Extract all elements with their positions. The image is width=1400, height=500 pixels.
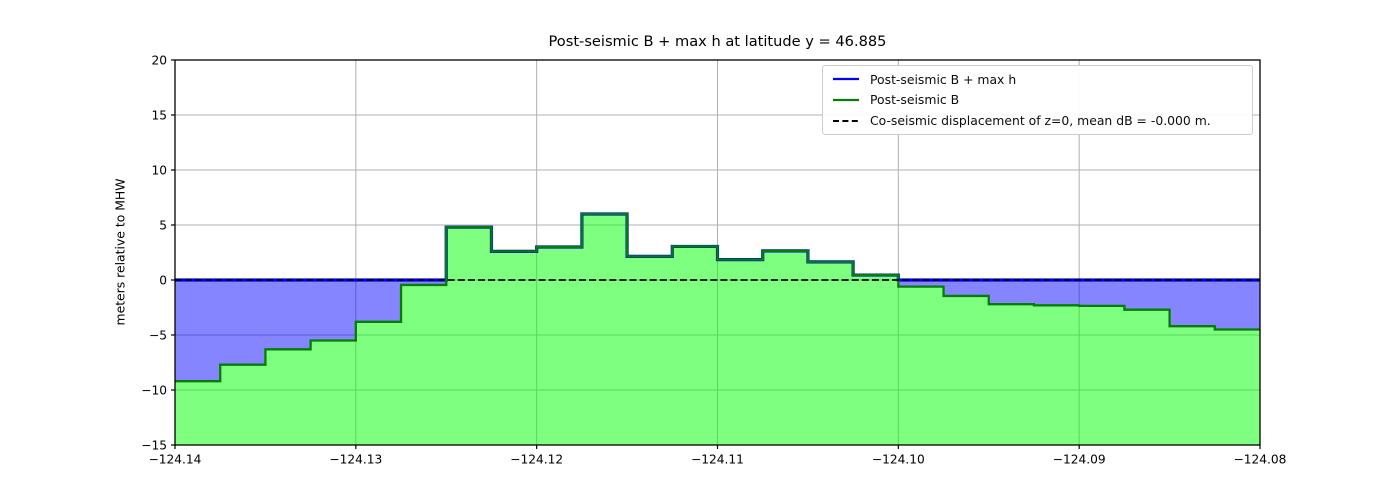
y-tick-label: −5 — [149, 328, 167, 342]
y-tick-label: 5 — [159, 218, 167, 232]
b-plus-maxh-fill — [175, 214, 1260, 382]
legend-label: Co-seismic displacement of z=0, mean dB … — [870, 113, 1211, 129]
x-tick-label: −124.08 — [1234, 453, 1287, 467]
y-tick-label: −10 — [141, 383, 167, 397]
x-tick-label: −124.13 — [329, 453, 382, 467]
legend-line-green-icon — [833, 98, 859, 102]
x-tick-label: −124.09 — [1053, 453, 1106, 467]
legend-label: Post-seismic B — [870, 92, 960, 108]
legend-item-b-plus-maxh: Post-seismic B + max h — [831, 72, 1244, 87]
y-tick-label: −15 — [141, 438, 167, 452]
x-tick-label: −124.10 — [872, 453, 925, 467]
legend-line-blue-icon — [833, 78, 859, 81]
x-tick-label: −124.12 — [510, 453, 563, 467]
post-seismic-b-line — [175, 212, 1260, 383]
y-tick-label: 15 — [151, 108, 167, 122]
plot-area — [175, 60, 1260, 445]
legend-box: Post-seismic B + max h Post-seismic B Co… — [822, 65, 1253, 135]
y-axis-label: meters relative to MHW — [112, 178, 128, 326]
y-tick-label: 20 — [151, 53, 167, 67]
legend-item-coseismic: Co-seismic displacement of z=0, mean dB … — [831, 113, 1244, 128]
chart-title: Post-seismic B + max h at latitude y = 4… — [548, 33, 887, 50]
legend-label: Post-seismic B + max h — [870, 71, 1017, 87]
y-tick-label: 10 — [151, 163, 167, 177]
x-tick-label: −124.14 — [149, 453, 202, 467]
legend-line-dashed-icon — [833, 119, 859, 122]
x-tick-label: −124.11 — [691, 453, 744, 467]
legend-item-b: Post-seismic B — [831, 92, 1244, 107]
y-tick-label: 0 — [159, 273, 167, 287]
